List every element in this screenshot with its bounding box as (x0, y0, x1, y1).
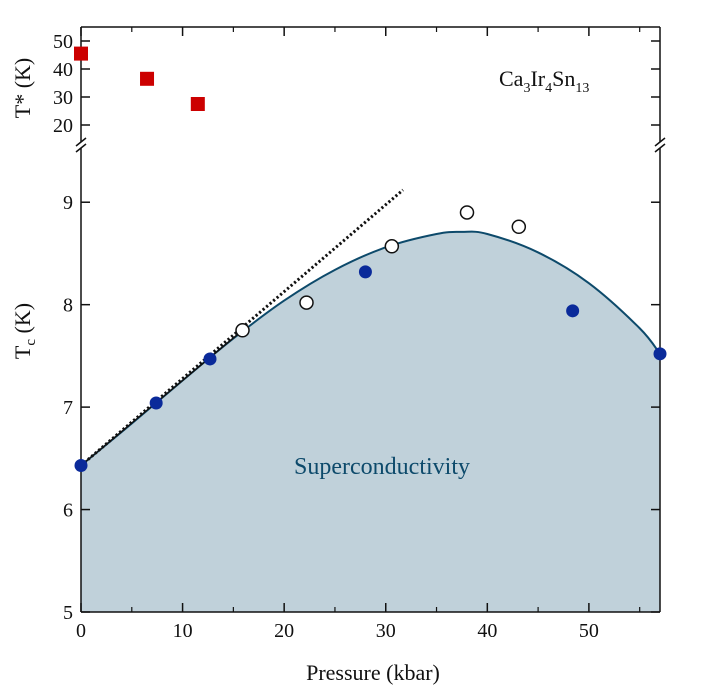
tc-filled-point (566, 304, 580, 318)
tc-tick-label: 9 (63, 192, 73, 214)
region-label: Superconductivity (294, 454, 470, 480)
x-axis-label: Pressure (kbar) (306, 660, 440, 685)
tstar-point (140, 71, 155, 86)
axes-frame (75, 26, 666, 613)
tc-tick-label: 6 (63, 500, 73, 522)
tstar-axis-label: T* (K) (10, 58, 35, 118)
x-tick-label: 0 (76, 620, 86, 642)
tc-tick-label: 5 (63, 602, 73, 624)
superconducting-region (80, 230, 661, 612)
tc-filled-point (653, 347, 667, 361)
tc-axis-label: Tc (K) (10, 303, 39, 359)
tstar-point (74, 46, 88, 61)
tc-filled-point (358, 265, 372, 279)
tc-filled-point (203, 352, 217, 366)
tc-open-point (384, 239, 400, 254)
tc-open-point (459, 205, 475, 220)
x-tick-label: 20 (274, 620, 294, 642)
x-tick-label: 30 (376, 620, 396, 642)
tc-tick-label: 8 (63, 295, 73, 317)
x-tick-label: 10 (173, 620, 193, 642)
axis-break-mark (654, 137, 666, 147)
linear-fit-solid (80, 329, 243, 467)
x-tick-label: 40 (477, 620, 497, 642)
tc-filled-point (149, 396, 163, 410)
tc-tick-label: 7 (63, 397, 73, 419)
x-tick-label: 50 (579, 620, 599, 642)
axis-break-mark (75, 137, 87, 147)
tc-open-point (235, 323, 250, 338)
tc-open-point (511, 219, 527, 235)
tstar-point (190, 97, 205, 111)
axis-break-mark (654, 143, 666, 153)
tstar-tick-label: 40 (53, 59, 73, 81)
tc-open-point (299, 295, 314, 310)
tstar-tick-label: 50 (53, 31, 73, 53)
compound-label: Ca3Ir4Sn13 (499, 66, 589, 96)
tstar-tick-label: 30 (53, 87, 73, 109)
axis-break-mark (75, 143, 87, 153)
region-fill (81, 231, 660, 612)
tstar-tick-label: 20 (53, 115, 73, 137)
axis-ticks: 0 10 20 30 40 50 20 30 40 50 5 6 7 8 9 (53, 27, 660, 642)
tc-filled-point (74, 459, 88, 473)
data-points (74, 46, 667, 473)
